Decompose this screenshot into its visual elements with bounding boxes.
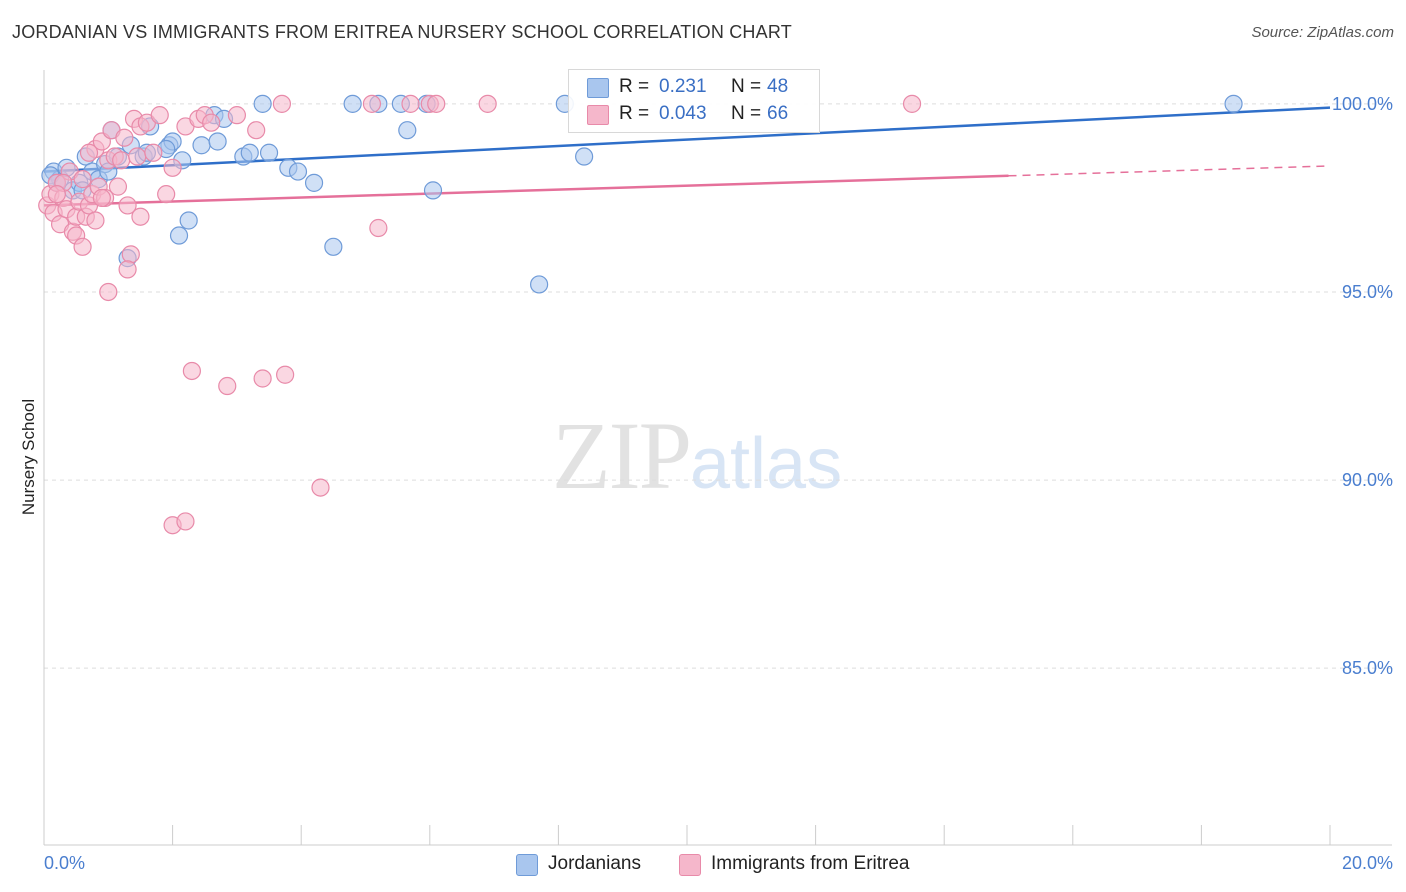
blue-data-point [423,181,443,200]
blue-data-point [240,143,259,162]
blue-data-point [288,162,308,181]
pink-data-point [218,376,237,396]
blue-data-point [253,94,272,113]
pink-data-point [99,282,118,302]
source-credit: Source: ZipAtlas.com [1251,24,1394,41]
blue-data-point [530,275,549,294]
pink-data-point [131,207,150,226]
chart-title: JORDANIAN VS IMMIGRANTS FROM ERITREA NUR… [12,22,792,42]
legend-swatch-pink [587,105,609,125]
pink-data-point [86,211,105,230]
blue-data-point [192,136,211,155]
pink-data-point [427,94,446,113]
pink-data-point [182,361,201,381]
blue-data-point [259,143,279,162]
blue-data-point [324,237,343,256]
y-tick-label: 85.0% [1342,658,1393,678]
pink-data-point [144,143,163,162]
legend-swatch-pink [679,854,701,876]
legend-swatch-blue [587,78,609,98]
pink-data-point [118,196,137,215]
pink-data-point [128,147,147,166]
pink-data-point [176,512,195,531]
r-value: 0.231 [659,76,707,97]
pink-data-point [202,113,221,132]
blue-data-point [1224,94,1243,113]
pink-data-point [401,94,420,113]
pink-data-point [47,185,66,204]
pink-trend-line-extension [1008,165,1331,177]
pink-trend-line [43,174,1009,207]
pink-data-point [118,260,137,279]
pink-data-point [121,245,140,264]
legend-label: Immigrants from Eritrea [711,853,910,874]
r-label: R = [619,103,650,124]
blue-data-point [343,94,362,113]
n-label: N = [731,76,762,97]
pink-data-point [112,151,131,170]
pink-data-point [227,106,246,125]
n-value: 48 [767,76,789,97]
x-tick-label: 0.0% [44,853,85,873]
stats-row-jordanians: R = 0.231 N = 48 [569,74,819,102]
pink-data-point [115,128,134,147]
pink-data-point [253,369,272,388]
r-label: R = [619,76,650,97]
y-tick-label: 95.0% [1342,282,1393,302]
blue-data-point [575,147,594,166]
legend-swatch-blue [516,854,538,876]
pink-data-point [157,185,176,204]
n-label: N = [731,103,762,124]
y-tick-label: 90.0% [1342,470,1393,490]
pink-data-point [362,94,382,113]
data-points [38,94,1243,535]
pink-data-point [902,94,922,113]
pink-data-point [73,237,92,256]
blue-data-point [179,211,198,230]
series-legend: Jordanians Immigrants from Eritrea [0,852,1406,878]
axis-labels: 100.0% 95.0% 90.0% 85.0% 0.0% 20.0% Nursery Sc… [19,94,1393,873]
n-value: 66 [767,103,789,124]
pink-data-point [369,218,388,238]
pink-data-point [108,177,128,196]
blue-data-point [208,132,227,151]
pink-data-point [73,170,92,189]
pink-data-point [92,188,111,208]
watermark-zip: ZIP [552,402,692,509]
watermark: ZIPatlas [552,400,842,511]
blue-data-point [304,173,324,192]
pink-data-point [311,478,330,497]
blue-data-point [169,226,189,245]
pink-data-point [79,143,99,162]
legend-label: Jordanians [548,853,641,874]
pink-data-point [478,94,497,113]
pink-data-point [163,158,182,177]
grid-lines [44,103,1392,669]
stats-row-eritrea: R = 0.043 N = 66 [569,101,819,129]
x-tick-label: 20.0% [1342,853,1393,873]
blue-data-point [398,121,417,140]
y-tick-label: 100.0% [1332,94,1393,114]
watermark-atlas: atlas [690,424,843,504]
trend-lines [43,106,1331,207]
axes [43,70,1392,846]
y-axis-title: Nursery School [19,399,38,515]
blue-trend-line [43,106,1331,173]
pink-data-point [276,365,295,384]
pink-data-point [272,94,292,113]
pink-data-point [150,106,169,125]
r-value: 0.043 [659,103,707,124]
pink-data-point [247,121,266,140]
stats-legend: R = 0.231 N = 48 R = 0.043 N = 66 [568,69,820,133]
